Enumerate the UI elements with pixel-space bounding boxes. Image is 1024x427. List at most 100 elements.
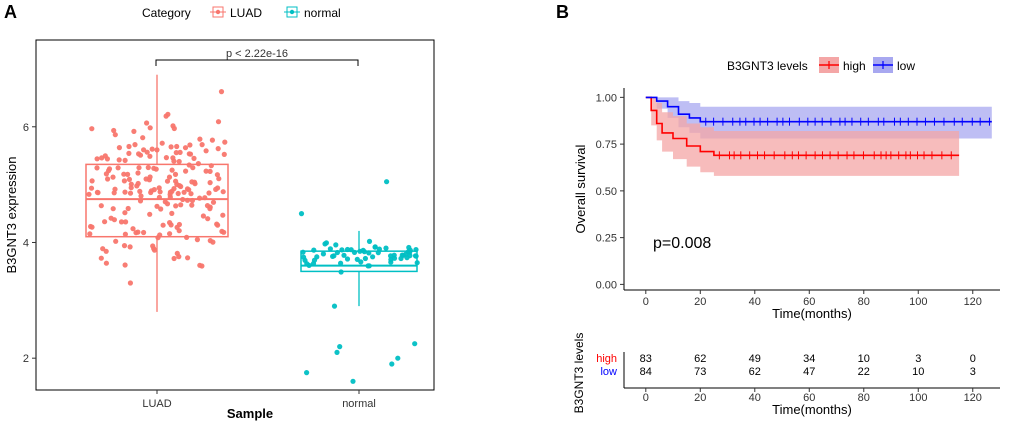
a-data-point-luad xyxy=(89,178,95,184)
a-data-point-normal xyxy=(334,349,340,355)
a-data-point-luad xyxy=(87,231,93,237)
a-data-point-normal xyxy=(391,255,398,261)
a-data-point-luad xyxy=(194,237,200,243)
b-ytick-label: 0.50 xyxy=(596,186,617,198)
a-data-point-luad xyxy=(157,189,163,195)
a-data-point-normal xyxy=(413,253,419,259)
risk-xtick-label: 120 xyxy=(964,392,982,404)
p-value-a: p < 2.22e-16 xyxy=(226,48,288,60)
panel-a-xlabel: Sample xyxy=(227,406,273,421)
a-data-point-luad xyxy=(110,206,116,212)
a-data-point-luad xyxy=(102,219,108,225)
a-data-point-luad xyxy=(206,190,212,196)
a-data-point-luad xyxy=(127,280,133,286)
risk-count-low: 22 xyxy=(858,366,870,378)
a-data-point-luad xyxy=(159,140,165,146)
a-data-point-luad xyxy=(103,171,109,177)
a-data-point-normal xyxy=(331,303,338,309)
a-data-point-normal xyxy=(412,341,418,347)
a-data-point-luad xyxy=(156,185,162,191)
a-data-point-luad xyxy=(173,178,179,184)
a-data-point-luad xyxy=(137,188,143,194)
a-data-point-luad xyxy=(135,229,141,235)
legend-key-normal xyxy=(284,6,300,18)
a-data-point-luad xyxy=(220,189,226,195)
a-data-point-luad xyxy=(175,190,181,197)
a-data-point-normal xyxy=(362,255,368,262)
a-data-point-luad xyxy=(98,255,104,261)
km-curve-low xyxy=(645,96,992,123)
a-data-point-luad xyxy=(186,151,192,157)
a-data-point-luad xyxy=(173,203,179,209)
a-data-point-luad xyxy=(218,89,225,95)
a-data-point-luad xyxy=(145,164,151,171)
b-xtick-label: 40 xyxy=(749,296,761,308)
a-data-point-luad xyxy=(214,172,220,178)
a-data-point-luad xyxy=(137,152,144,158)
panel-a-y-axis: 2 4 6 xyxy=(23,122,36,365)
a-data-point-normal xyxy=(354,256,360,262)
a-data-point-luad xyxy=(147,125,153,131)
a-data-point-luad xyxy=(187,142,193,148)
a-data-point-normal xyxy=(388,253,394,259)
a-data-point-luad xyxy=(144,120,150,126)
a-data-point-normal xyxy=(366,238,373,244)
a-data-point-luad xyxy=(112,186,118,192)
panel-b-censor-marks xyxy=(705,117,990,160)
a-xtick-label: normal xyxy=(342,398,376,410)
risk-xtick-label: 0 xyxy=(643,392,649,404)
a-data-point-luad xyxy=(89,224,95,230)
b-xtick-label: 60 xyxy=(803,296,815,308)
panel-a-letter: A xyxy=(4,2,17,22)
a-ytick-label: 2 xyxy=(23,353,29,365)
b-ytick-label: 0.25 xyxy=(596,233,617,245)
a-data-point-luad xyxy=(171,255,177,262)
a-data-point-luad xyxy=(147,153,153,159)
a-data-point-luad xyxy=(214,221,220,227)
a-data-point-luad xyxy=(116,145,122,151)
risk-table-xlabel: Time(months) xyxy=(772,402,852,417)
b-ytick-label: 0.00 xyxy=(596,279,617,291)
a-data-point-luad xyxy=(163,155,169,161)
a-data-point-normal xyxy=(370,254,376,260)
a-data-point-luad xyxy=(100,246,106,252)
a-data-point-luad xyxy=(207,180,213,186)
b-xtick-label: 0 xyxy=(643,296,649,308)
a-data-point-luad xyxy=(207,238,213,244)
risk-count-high: 34 xyxy=(803,353,815,365)
a-data-point-luad xyxy=(98,203,104,209)
a-data-point-luad xyxy=(126,150,132,156)
a-data-point-luad xyxy=(154,203,160,209)
risk-xtick-label: 40 xyxy=(749,392,761,404)
a-data-point-luad xyxy=(183,168,189,174)
panel-b-y-axis: 0.00 0.25 0.50 0.75 1.00 xyxy=(596,92,624,291)
risk-row-label-high: high xyxy=(596,353,617,365)
a-data-point-luad xyxy=(173,150,179,156)
legend-label-low: low xyxy=(897,59,915,73)
panel-b-letter: B xyxy=(556,2,569,22)
a-data-point-normal xyxy=(298,211,305,217)
p-value-b: p=0.008 xyxy=(653,235,711,252)
a-data-point-luad xyxy=(176,228,182,234)
risk-count-high: 83 xyxy=(640,353,652,365)
a-data-point-luad xyxy=(171,125,177,132)
risk-table-x-ticks: 0 20 40 60 80 100 120 xyxy=(643,388,982,404)
a-data-point-normal xyxy=(338,260,344,266)
a-data-point-luad xyxy=(122,157,128,163)
a-data-point-normal xyxy=(404,255,410,261)
risk-count-low: 47 xyxy=(803,366,815,378)
a-data-point-luad xyxy=(190,165,196,171)
a-data-point-normal xyxy=(384,179,390,185)
a-data-point-luad xyxy=(221,229,227,235)
risk-count-high: 10 xyxy=(858,353,870,365)
a-data-point-luad xyxy=(116,157,122,163)
a-data-point-luad xyxy=(209,137,215,143)
a-data-point-luad xyxy=(105,176,111,182)
b-xtick-label: 100 xyxy=(909,296,927,308)
a-data-point-luad xyxy=(168,144,174,150)
a-data-point-normal xyxy=(344,256,351,262)
a-data-point-normal xyxy=(331,253,337,259)
a-data-point-normal xyxy=(350,378,356,384)
a-data-point-luad xyxy=(205,216,211,222)
